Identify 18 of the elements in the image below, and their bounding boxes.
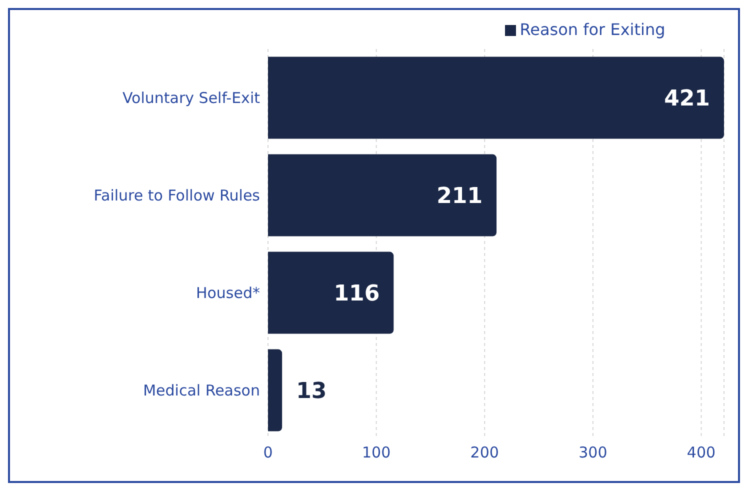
data-label: 13 xyxy=(296,379,327,404)
data-label: 421 xyxy=(664,86,710,112)
bar xyxy=(268,154,497,236)
y-tick-label: Voluntary Self-Exit xyxy=(122,89,260,108)
y-tick-label: Failure to Follow Rules xyxy=(94,186,260,205)
y-tick-label: Medical Reason xyxy=(143,382,260,400)
x-tick-label: 300 xyxy=(578,444,608,462)
x-tick-label: 100 xyxy=(362,444,391,462)
y-tick-label: Housed* xyxy=(196,284,260,302)
bar xyxy=(268,252,394,334)
x-tick-label: 400 xyxy=(686,444,716,462)
bar xyxy=(268,349,282,432)
legend-label: Reason for Exiting xyxy=(520,20,666,39)
data-label: 211 xyxy=(436,184,483,209)
data-label: 116 xyxy=(334,282,380,306)
x-tick-label: 0 xyxy=(263,444,273,462)
x-tick-label: 200 xyxy=(470,444,499,462)
bar xyxy=(268,56,724,139)
